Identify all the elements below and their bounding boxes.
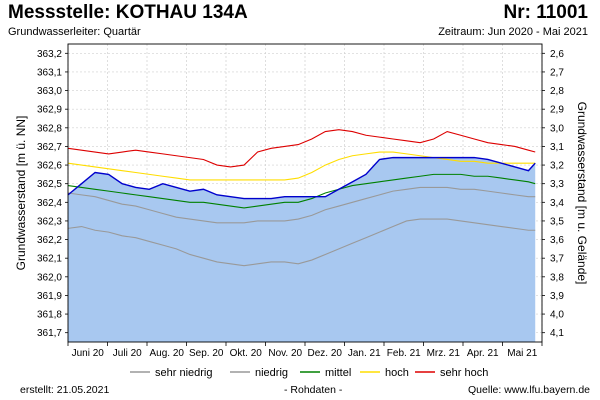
y-tick-label: 362,3 — [37, 216, 62, 227]
y2-tick-label: 3,7 — [550, 254, 564, 265]
y2-tick-label: 2,8 — [550, 86, 564, 97]
y2-tick-label: 4,0 — [550, 310, 564, 321]
x-tick-label: Dez. 20 — [308, 348, 343, 359]
x-tick-label: Sep. 20 — [189, 348, 224, 359]
source-link[interactable]: Quelle: www.lfu.bayern.de — [468, 384, 590, 396]
series-line-sehr-niedrig — [67, 218, 536, 267]
y2-tick-label: 3,1 — [550, 142, 564, 153]
plot-frame — [67, 43, 543, 343]
y-tick-label: 361,9 — [37, 291, 62, 302]
y2-tick-label: 3,3 — [550, 179, 564, 190]
raw-data-note: - Rohdaten - — [284, 384, 343, 396]
y2-tick-label: 2,6 — [550, 49, 564, 60]
series-line-hoch — [67, 151, 536, 181]
legend-label: niedrig — [255, 367, 288, 379]
series-line-messwerte — [67, 156, 536, 200]
x-tick-label: Mrz. 21 — [427, 348, 461, 359]
series-line-mittel — [67, 173, 536, 209]
y2-tick-label: 3,9 — [550, 291, 564, 302]
y-tick-label: 362,5 — [37, 179, 62, 190]
x-tick-label: Juni 20 — [72, 348, 105, 359]
y-tick-label: 363,2 — [37, 49, 62, 60]
y2-tick-label: 4,1 — [550, 328, 564, 339]
x-tick-label: Mai 21 — [507, 348, 537, 359]
series-line-sehr-hoch — [67, 129, 536, 168]
x-tick-label: Apr. 21 — [467, 348, 499, 359]
series-line-niedrig — [67, 186, 536, 224]
y-tick-label: 363,1 — [37, 67, 62, 78]
legend-label: sehr hoch — [440, 367, 488, 379]
x-tick-label: Juli 20 — [113, 348, 142, 359]
legend-label: mittel — [325, 367, 351, 379]
y-tick-label: 362,8 — [37, 123, 62, 134]
y2-tick-label: 3,0 — [550, 123, 564, 134]
y-tick-label: 361,7 — [37, 328, 62, 339]
x-tick-label: Feb. 21 — [387, 348, 421, 359]
y-tick-label: 362,1 — [37, 254, 62, 265]
station-number: Nr: 11001 — [503, 2, 588, 23]
y-tick-label: 362,0 — [37, 272, 62, 283]
y-axis-title: Grundwasserstand [m ü. NN] — [14, 116, 28, 271]
y-tick-label: 362,7 — [37, 142, 62, 153]
measured-area — [68, 157, 536, 342]
y2-axis-title: Grundwasserstand [m u. Gelände] — [575, 102, 589, 285]
x-tick-label: Jan. 21 — [348, 348, 381, 359]
y-tick-label: 362,9 — [37, 105, 62, 116]
y2-tick-label: 3,6 — [550, 235, 564, 246]
y-tick-label: 363,0 — [37, 86, 62, 97]
y-tick-label: 362,2 — [37, 235, 62, 246]
period-label: Zeitraum: Jun 2020 - Mai 2021 — [438, 26, 588, 38]
x-tick-label: Okt. 20 — [230, 348, 263, 359]
aquifer-label: Grundwasserleiter: Quartär — [8, 26, 141, 38]
legend-label: sehr niedrig — [155, 367, 212, 379]
station-title: Messstelle: KOTHAU 134A — [8, 2, 248, 23]
y-tick-label: 362,6 — [37, 161, 62, 172]
y-tick-label: 361,8 — [37, 310, 62, 321]
y2-tick-label: 3,5 — [550, 216, 564, 227]
x-tick-label: Nov. 20 — [268, 348, 302, 359]
y2-tick-label: 3,2 — [550, 161, 564, 172]
y-tick-label: 362,4 — [37, 198, 62, 209]
y2-tick-label: 3,8 — [550, 272, 564, 283]
y2-tick-label: 3,4 — [550, 198, 564, 209]
x-tick-label: Aug. 20 — [150, 348, 185, 359]
created-date: erstellt: 21.05.2021 — [20, 384, 110, 396]
y2-tick-label: 2,7 — [550, 67, 564, 78]
y2-tick-label: 2,9 — [550, 105, 564, 116]
legend-label: hoch — [385, 367, 409, 379]
